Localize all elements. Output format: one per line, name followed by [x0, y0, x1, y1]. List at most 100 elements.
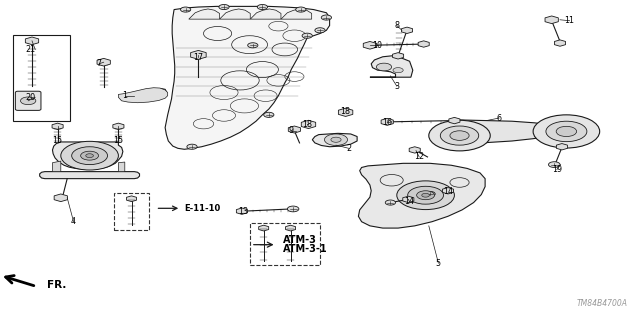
Polygon shape	[460, 120, 564, 144]
Text: 18: 18	[340, 107, 351, 116]
Circle shape	[287, 206, 299, 212]
Text: 21: 21	[25, 45, 35, 54]
Circle shape	[321, 15, 332, 20]
Text: 16: 16	[382, 118, 392, 127]
Circle shape	[264, 112, 274, 117]
Circle shape	[61, 141, 118, 170]
Circle shape	[315, 28, 325, 33]
Text: 14: 14	[404, 197, 415, 206]
Polygon shape	[556, 144, 568, 150]
Polygon shape	[26, 37, 38, 45]
Circle shape	[86, 154, 93, 158]
Polygon shape	[554, 40, 566, 46]
Text: ATM-3: ATM-3	[283, 235, 317, 245]
Circle shape	[331, 137, 341, 142]
Text: 7: 7	[97, 59, 102, 68]
Polygon shape	[312, 133, 357, 147]
Text: 9: 9	[289, 126, 294, 135]
Text: 12: 12	[414, 152, 424, 161]
Polygon shape	[113, 123, 124, 130]
Polygon shape	[52, 123, 63, 130]
Polygon shape	[288, 126, 301, 133]
Circle shape	[533, 115, 600, 148]
Circle shape	[257, 4, 268, 10]
Circle shape	[440, 126, 479, 145]
Polygon shape	[403, 196, 414, 203]
Circle shape	[393, 68, 403, 73]
Text: E-11-10: E-11-10	[184, 204, 221, 213]
Circle shape	[548, 162, 560, 167]
Polygon shape	[52, 161, 61, 172]
Polygon shape	[40, 172, 140, 179]
Circle shape	[219, 4, 229, 10]
Circle shape	[72, 147, 108, 165]
Text: 20: 20	[25, 93, 35, 102]
Polygon shape	[165, 6, 330, 149]
Text: 3: 3	[394, 82, 399, 91]
Circle shape	[302, 33, 312, 38]
Text: ATM-3-1: ATM-3-1	[283, 244, 328, 255]
Text: 14: 14	[443, 187, 453, 196]
Circle shape	[248, 43, 258, 48]
Polygon shape	[392, 53, 404, 59]
Circle shape	[425, 191, 435, 197]
Polygon shape	[220, 9, 250, 19]
Polygon shape	[401, 27, 413, 33]
Circle shape	[429, 120, 490, 151]
Text: 19: 19	[552, 165, 562, 174]
Text: FR.: FR.	[47, 280, 67, 290]
Polygon shape	[364, 41, 376, 49]
Circle shape	[20, 97, 36, 105]
Polygon shape	[250, 9, 281, 19]
Polygon shape	[545, 16, 558, 24]
Bar	[114, 193, 149, 230]
Circle shape	[324, 134, 348, 145]
Circle shape	[556, 126, 577, 137]
Circle shape	[180, 7, 191, 12]
Circle shape	[397, 181, 454, 210]
Circle shape	[417, 191, 435, 200]
Text: 15: 15	[113, 136, 124, 145]
Polygon shape	[418, 41, 429, 47]
Polygon shape	[191, 50, 206, 59]
Polygon shape	[370, 56, 413, 77]
Circle shape	[450, 131, 469, 140]
Text: 18: 18	[302, 120, 312, 129]
Bar	[250, 223, 320, 265]
Polygon shape	[339, 108, 353, 116]
Polygon shape	[381, 118, 394, 125]
Polygon shape	[127, 196, 136, 202]
Circle shape	[187, 144, 197, 149]
Polygon shape	[358, 163, 485, 228]
Text: 13: 13	[238, 207, 248, 216]
Text: TM84B4700A: TM84B4700A	[576, 299, 627, 308]
Text: 10: 10	[372, 41, 383, 50]
Text: 17: 17	[193, 53, 204, 62]
Text: 1: 1	[122, 91, 127, 100]
Polygon shape	[52, 142, 123, 169]
Polygon shape	[442, 188, 454, 194]
Polygon shape	[259, 225, 269, 231]
Polygon shape	[97, 58, 110, 66]
Text: 8: 8	[394, 21, 399, 30]
Polygon shape	[301, 120, 316, 129]
Polygon shape	[449, 117, 460, 124]
Polygon shape	[118, 162, 125, 172]
Polygon shape	[285, 225, 296, 231]
Text: 11: 11	[564, 16, 575, 25]
Text: 6: 6	[497, 114, 502, 122]
Polygon shape	[118, 88, 168, 103]
Circle shape	[385, 200, 396, 205]
Polygon shape	[54, 194, 67, 202]
Text: 5: 5	[436, 259, 441, 268]
Polygon shape	[236, 208, 248, 214]
Circle shape	[422, 193, 429, 197]
Text: 15: 15	[52, 136, 63, 145]
Circle shape	[296, 7, 306, 12]
Circle shape	[546, 121, 587, 142]
Polygon shape	[281, 9, 312, 19]
Circle shape	[81, 151, 99, 160]
Polygon shape	[120, 89, 166, 101]
Circle shape	[376, 63, 392, 71]
Polygon shape	[409, 147, 420, 153]
